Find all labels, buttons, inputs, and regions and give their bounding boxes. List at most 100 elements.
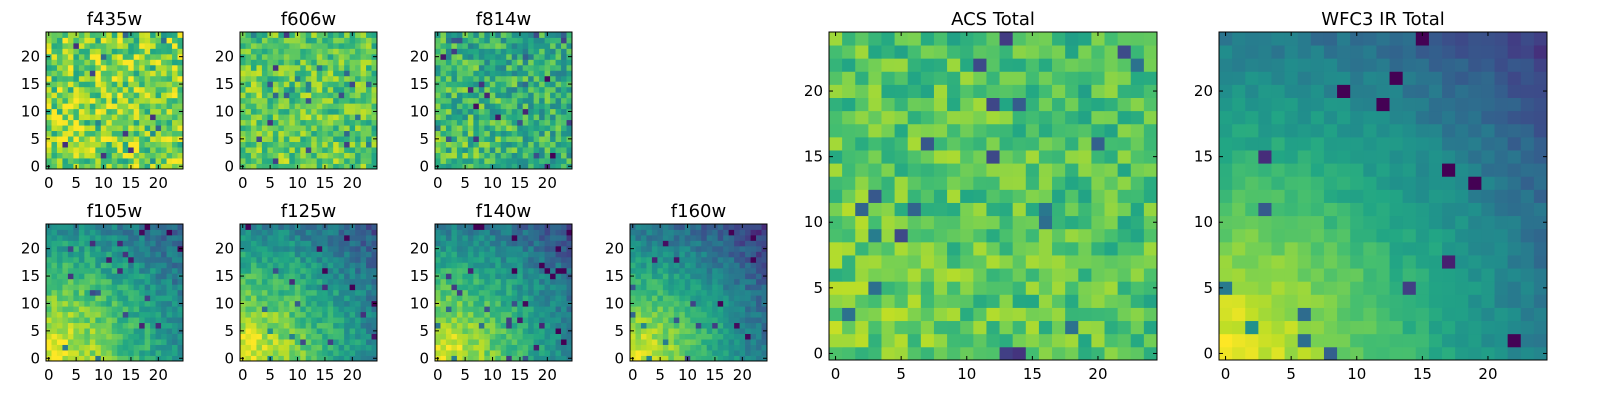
heatmap-cell	[95, 328, 102, 334]
heatmap-cell	[133, 92, 140, 99]
heatmap-cell	[144, 130, 151, 137]
heatmap-cell	[451, 224, 458, 230]
heatmap-cell	[550, 92, 556, 99]
heatmap-cell	[289, 229, 296, 236]
heatmap-cell	[1038, 163, 1053, 177]
heatmap-cell	[440, 70, 447, 77]
heatmap-cell	[473, 317, 480, 324]
heatmap-cell	[344, 240, 350, 247]
heatmap-cell	[172, 251, 178, 258]
heatmap-cell	[366, 300, 372, 307]
heatmap-cell	[651, 229, 658, 236]
heatmap-cell	[690, 245, 697, 252]
heatmap-cell	[155, 53, 162, 60]
heatmap-cell	[305, 322, 312, 329]
heatmap-cell	[1012, 228, 1027, 243]
heatmap-cell	[456, 103, 463, 110]
heatmap-cell	[106, 130, 113, 137]
heatmap-cell	[355, 355, 361, 362]
heatmap-cell	[294, 278, 301, 285]
heatmap-cell	[300, 306, 307, 313]
heatmap-cell	[95, 42, 102, 49]
heatmap-cell	[316, 289, 323, 296]
heatmap-cell	[544, 108, 551, 115]
heatmap-cell	[150, 97, 156, 104]
heatmap-cell	[495, 328, 502, 334]
heatmap-cell	[122, 32, 129, 38]
heatmap-cell	[261, 152, 268, 159]
heatmap-cell	[166, 251, 173, 258]
heatmap-cell	[316, 339, 323, 345]
heatmap-cell	[283, 256, 290, 263]
heatmap-cell	[144, 245, 151, 252]
heatmap-cell	[739, 295, 746, 302]
heatmap-cell	[283, 48, 290, 55]
heatmap-cell	[646, 355, 653, 362]
heatmap-cell	[445, 229, 452, 236]
heatmap-cell	[478, 306, 485, 313]
heatmap-cell	[451, 163, 458, 170]
heatmap-cell	[240, 114, 246, 121]
heatmap-cell	[701, 273, 708, 280]
heatmap-cell	[550, 317, 556, 324]
heatmap-cell	[349, 317, 356, 324]
heatmap-cell	[366, 97, 372, 104]
heatmap-cell	[668, 234, 675, 241]
heatmap-cell	[462, 289, 469, 296]
heatmap-cell	[657, 273, 664, 280]
heatmap-cell	[128, 75, 135, 82]
heatmap-cell	[128, 344, 135, 351]
heatmap-cell	[473, 59, 480, 66]
heatmap-cell	[245, 141, 252, 148]
heatmap-cell	[668, 311, 675, 318]
heatmap-cell	[500, 229, 507, 236]
heatmap-cell	[338, 147, 345, 153]
heatmap-cell	[62, 37, 69, 44]
heatmap-cell	[635, 344, 642, 351]
heatmap-cell	[635, 278, 642, 285]
heatmap-cell	[128, 147, 135, 153]
heatmap-cell	[62, 64, 69, 71]
heatmap-cell	[511, 262, 518, 269]
heatmap-cell	[111, 311, 118, 318]
heatmap-cell	[739, 339, 746, 345]
heatmap-cell	[435, 295, 441, 302]
heatmap-cell	[435, 317, 441, 324]
heatmap-cell	[360, 136, 367, 142]
heatmap-cell	[62, 234, 69, 241]
heatmap-cell	[544, 273, 551, 280]
heatmap-cell	[117, 147, 124, 153]
heatmap-cell	[51, 48, 58, 55]
heatmap-cell	[517, 81, 524, 88]
heatmap-cell	[267, 229, 274, 236]
heatmap-cell	[456, 119, 463, 126]
heatmap-cell	[456, 81, 463, 88]
axes-frame	[239, 31, 378, 170]
heatmap-cell	[338, 344, 345, 351]
heatmap-cell	[89, 92, 96, 99]
heatmap-cell	[89, 273, 96, 280]
heatmap-cell	[62, 339, 69, 345]
heatmap-cell	[539, 158, 545, 164]
heatmap-cell	[555, 136, 562, 142]
heatmap-cell	[177, 64, 184, 71]
heatmap-cell	[161, 97, 167, 104]
heatmap-cell	[144, 97, 151, 104]
heatmap-cell	[56, 300, 63, 307]
heatmap-cell	[300, 158, 307, 164]
heatmap-cell	[522, 339, 529, 345]
heatmap-cell	[344, 300, 350, 307]
heatmap-cell	[327, 136, 334, 142]
heatmap-cell	[533, 229, 540, 236]
heatmap-cell	[111, 240, 118, 247]
heatmap-cell	[311, 97, 318, 104]
heatmap-cell	[261, 234, 268, 241]
heatmap-cell	[62, 158, 69, 164]
heatmap-cell	[706, 300, 713, 307]
heatmap-cell	[500, 328, 507, 334]
heatmap-cell	[245, 119, 252, 126]
heatmap-cell	[106, 64, 113, 71]
heatmap-cell	[327, 32, 334, 38]
heatmap-cell	[177, 130, 184, 137]
heatmap-cell	[51, 245, 58, 252]
